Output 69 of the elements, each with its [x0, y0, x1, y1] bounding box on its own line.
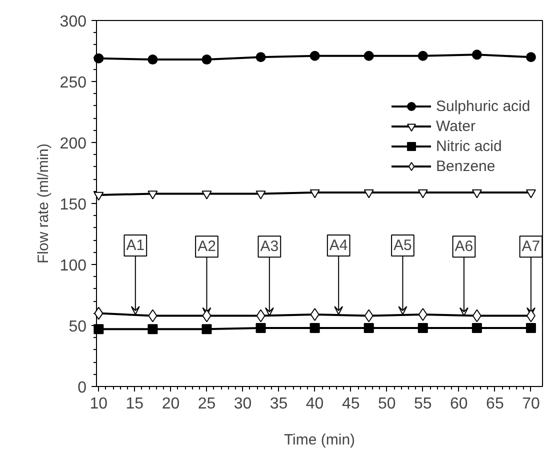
x-tick-label: 60 [450, 396, 468, 412]
x-tick-label: 45 [342, 396, 360, 412]
legend-label: Sulphuric acid [436, 98, 530, 114]
x-tick-label: 15 [126, 396, 144, 412]
x-tick-label: 20 [162, 396, 180, 412]
point [310, 322, 320, 333]
point [94, 53, 104, 64]
y-tick-label: 250 [60, 74, 87, 92]
y-tick-label: 50 [68, 318, 87, 336]
point [202, 54, 212, 65]
annotation: A4 [329, 236, 348, 254]
point [472, 50, 482, 60]
point [364, 50, 374, 61]
y-tick-label: 150 [60, 196, 87, 214]
point [256, 52, 266, 62]
legend-label: Nitric acid [436, 138, 502, 154]
annotation: A3 [260, 238, 279, 256]
point [148, 309, 158, 322]
point [256, 322, 266, 333]
point [148, 324, 158, 334]
x-tick-label: 40 [306, 396, 324, 412]
point [256, 190, 266, 200]
annotation: A1 [126, 236, 145, 254]
point [526, 189, 536, 198]
point [310, 189, 320, 198]
point [202, 190, 212, 200]
point [526, 52, 536, 62]
point [418, 322, 428, 333]
point [364, 189, 374, 198]
x-tick-label: 65 [486, 396, 504, 412]
y-tick-label: 100 [60, 258, 87, 274]
y-tick-label: 200 [60, 136, 87, 152]
point [148, 54, 158, 65]
point [94, 192, 104, 201]
point [418, 50, 428, 61]
y-axis-title: Flow rate (ml/min) [34, 143, 52, 264]
point [472, 189, 482, 198]
point [94, 324, 104, 334]
legend-label: Water [436, 118, 476, 134]
point [256, 309, 266, 322]
point [310, 308, 320, 322]
x-tick-label: 30 [234, 396, 252, 412]
point [202, 309, 212, 322]
point [526, 322, 536, 333]
y-tick-label: 0 [78, 380, 87, 396]
point [418, 308, 428, 322]
annotation: A7 [522, 238, 540, 256]
point [94, 306, 104, 320]
annotation: A5 [394, 236, 412, 254]
y-tick-label: 300 [60, 14, 87, 30]
x-axis-title: Time (min) [284, 432, 356, 448]
x-tick-label: 35 [270, 396, 288, 412]
point [364, 309, 374, 322]
point [148, 190, 158, 200]
x-tick-label: 25 [198, 396, 216, 412]
x-tick-label: 50 [378, 396, 396, 412]
annotation: A6 [454, 238, 474, 256]
point [472, 322, 482, 333]
point [418, 189, 428, 198]
point [310, 50, 320, 61]
legend-label: Benzene [436, 158, 496, 174]
point [364, 322, 374, 333]
point [526, 309, 536, 322]
annotation: A2 [198, 238, 216, 256]
x-tick-label: 55 [414, 396, 432, 412]
point [202, 324, 212, 334]
x-tick-label: 10 [90, 396, 108, 412]
point [472, 309, 482, 322]
x-tick-label: 70 [522, 396, 540, 412]
